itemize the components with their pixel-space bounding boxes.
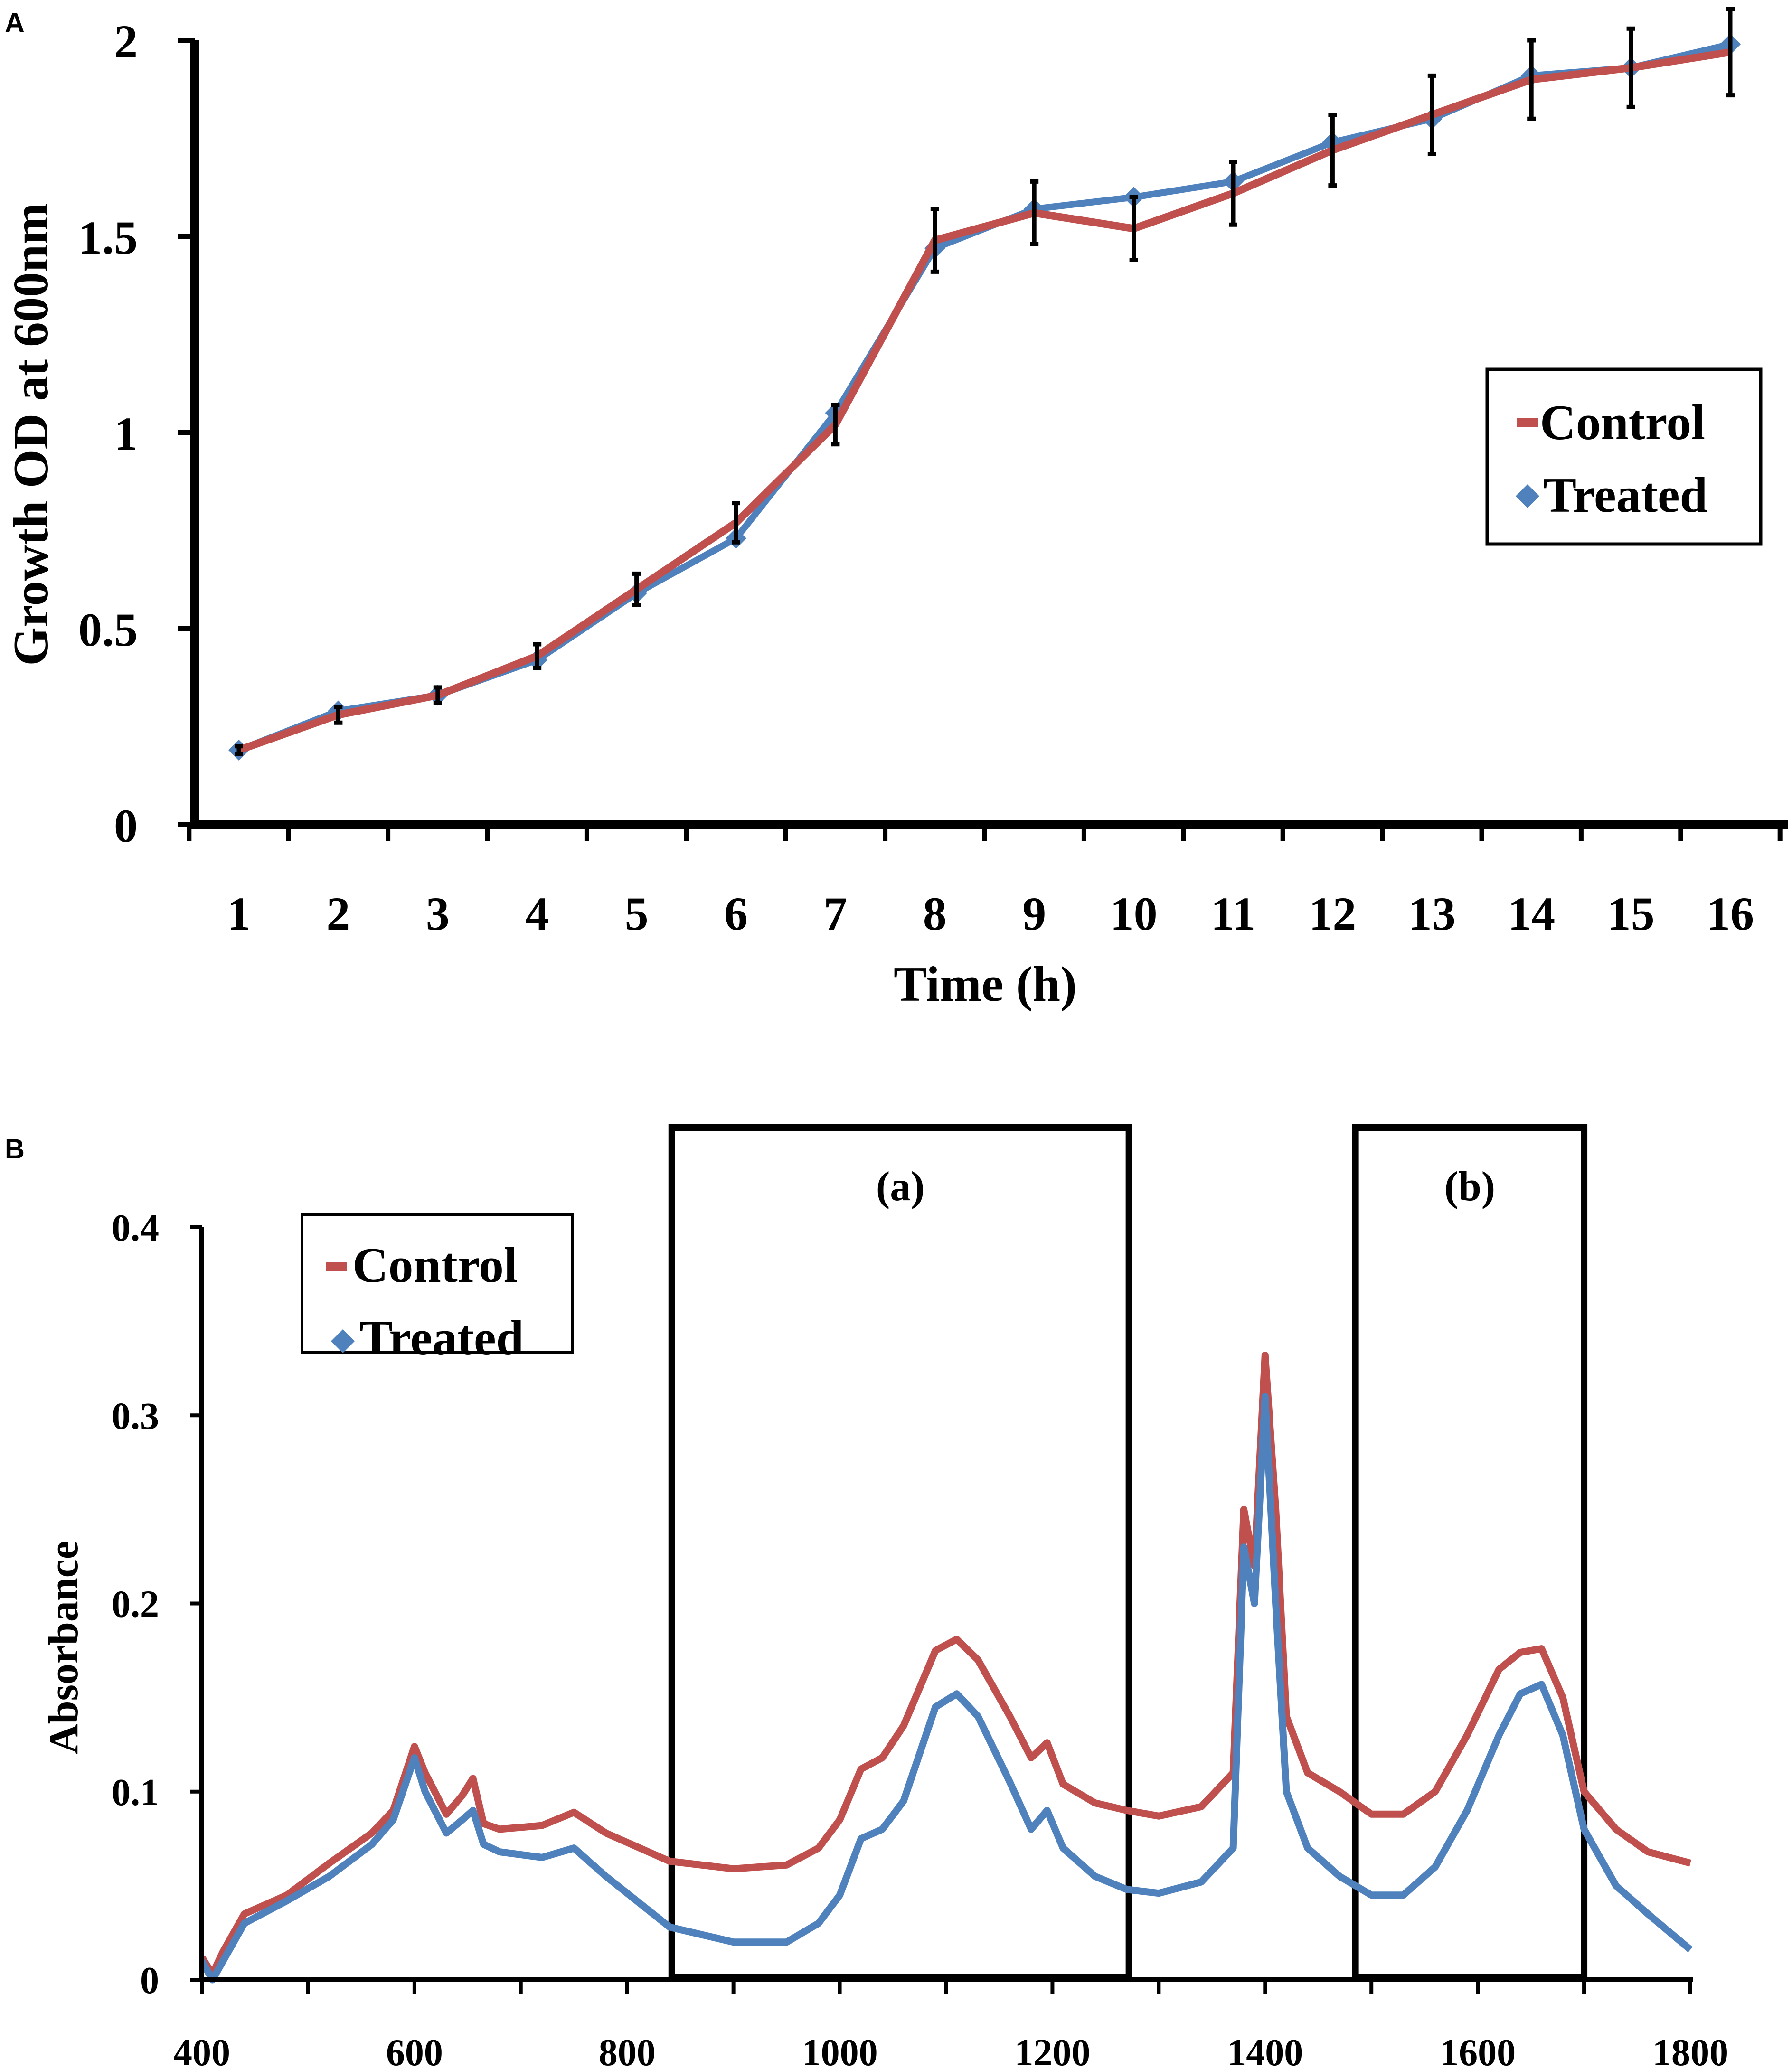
x-tick-label-a: 15	[1607, 887, 1655, 940]
x-tick-label-b: 1000	[802, 2032, 878, 2069]
legend-control-swatch	[1517, 418, 1538, 427]
legend-b-control-swatch	[326, 1262, 347, 1271]
y-tick-label-b: 0.1	[112, 1772, 159, 1814]
absorbance-chart: B (a) (b) 0 0.1 0.2 0.3 0.4 400 600 800 1000 1200 1…	[5, 1124, 1728, 2069]
y-tick-label-a: 0	[114, 799, 138, 852]
legend-a: Control Treated	[1485, 367, 1763, 546]
x-tick-label-a: 6	[724, 887, 748, 940]
y-axis-title-a: Growth OD at 600nm	[3, 203, 58, 666]
x-tick-label-a: 11	[1211, 887, 1255, 940]
x-tick-label-a: 3	[426, 887, 450, 940]
x-axis-title-a: Time (h)	[894, 956, 1077, 1012]
legend-treated-label: Treated	[1543, 467, 1707, 523]
x-tick-label-a: 10	[1110, 887, 1158, 940]
x-tick-label-a: 1	[227, 887, 251, 940]
x-tick-label-a: 2	[326, 887, 350, 940]
panel-label-b: B	[5, 1134, 25, 1165]
x-tick-label-b: 1200	[1014, 2032, 1090, 2069]
x-tick-label-b: 600	[386, 2032, 443, 2069]
x-tick-label-b: 1400	[1227, 2032, 1303, 2069]
y-tick-label-a: 1	[114, 407, 138, 460]
y-tick-label-b: 0.3	[112, 1395, 159, 1437]
x-tick-label-a: 14	[1508, 887, 1555, 940]
region-label: (a)	[876, 1164, 925, 1210]
legend-control-label: Control	[1540, 395, 1705, 450]
legend-b-control-label: Control	[352, 1237, 518, 1293]
x-tick-label-b: 400	[173, 2032, 230, 2069]
legend-b: Control Treated	[301, 1213, 574, 1365]
y-tick-label-a: 2	[114, 15, 138, 68]
x-tick-label-a: 13	[1408, 887, 1456, 940]
legend-b-treated-label: Treated	[359, 1310, 524, 1365]
x-tick-label-a: 12	[1309, 887, 1356, 940]
control-line	[237, 48, 1731, 754]
x-tick-label-a: 7	[823, 887, 847, 940]
y-tick-label-a: 1.5	[78, 211, 138, 264]
x-tick-label-a: 16	[1707, 887, 1754, 940]
x-tick-label-b: 1600	[1440, 2032, 1516, 2069]
y-tick-label-b: 0.4	[112, 1207, 159, 1249]
treated-spectrum-line	[198, 1393, 1693, 1984]
legend-treated-marker	[1516, 484, 1539, 508]
legend-box-b	[301, 1213, 574, 1354]
x-tick-label-a: 9	[1022, 887, 1046, 940]
y-tick-label-b: 0	[140, 1960, 159, 2002]
legend-b-treated-marker	[331, 1329, 355, 1353]
x-tick-label-a: 8	[923, 887, 947, 940]
panel-label-a: A	[5, 8, 25, 38]
x-tick-label-a: 4	[525, 887, 549, 940]
y-tick-label-a: 0.5	[78, 603, 138, 656]
region-label: (b)	[1444, 1164, 1496, 1210]
x-tick-label-b: 1800	[1652, 2032, 1728, 2069]
growth-chart: A 00.511.521 2 3 4 5 6 7 8 9 10 11 12 13 14 15 16 Time …	[3, 7, 1788, 1012]
y-tick-label-b: 0.2	[112, 1584, 159, 1626]
control-spectrum-line	[198, 1351, 1691, 1978]
region-box	[1352, 1124, 1588, 1981]
x-tick-label-a: 5	[625, 887, 649, 940]
legend-box-a	[1485, 367, 1763, 546]
x-tick-label-b: 800	[599, 2032, 656, 2069]
y-axis-title-b: Absorbance	[41, 1541, 87, 1754]
